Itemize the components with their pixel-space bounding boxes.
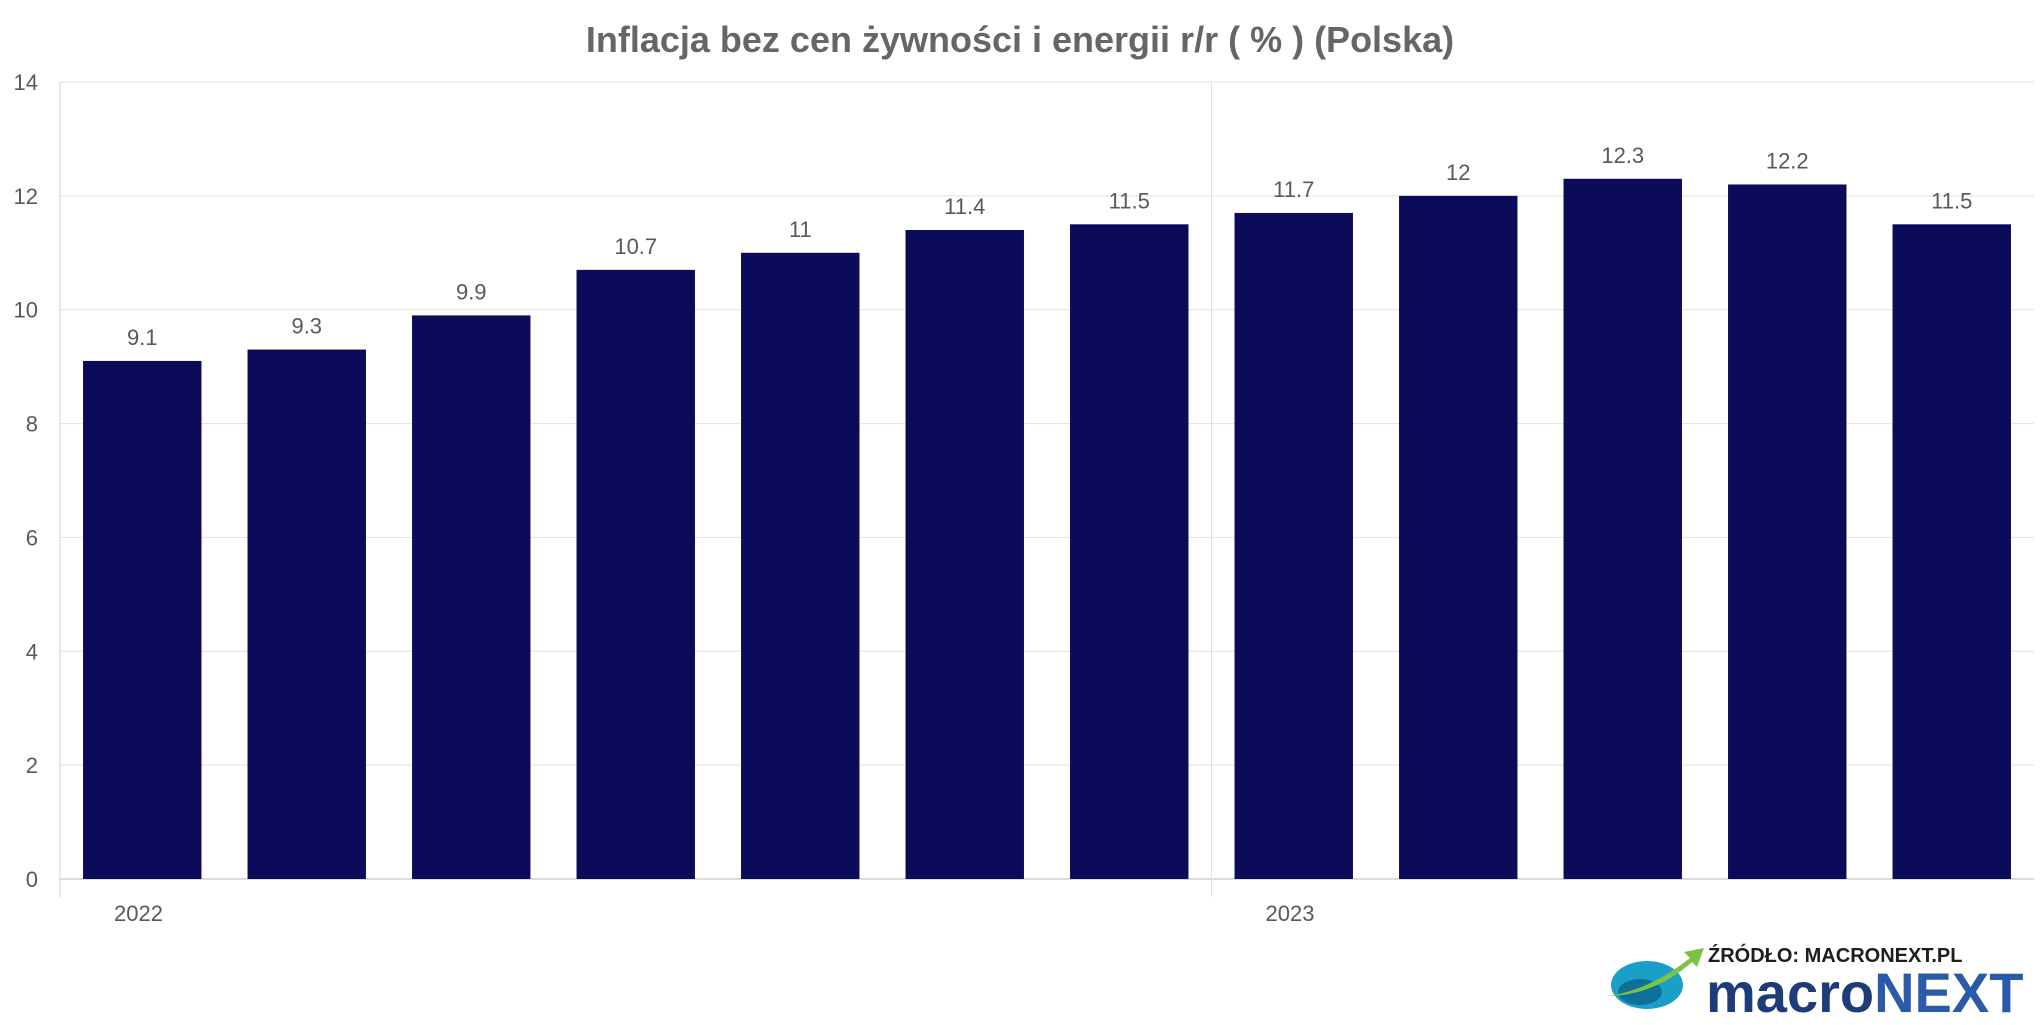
bar: [1728, 184, 1847, 879]
data-label: 12.2: [1766, 148, 1809, 173]
y-tick-label: 4: [26, 639, 38, 664]
bar: [1234, 212, 1353, 879]
y-tick-label: 2: [26, 753, 38, 778]
bar: [1070, 224, 1189, 880]
source-text: ŹRÓDŁO: MACRONEXT.PL: [1708, 943, 1962, 967]
source-branding: ŹRÓDŁO: MACRONEXT.PL macroNEXT: [1608, 943, 2023, 1024]
chart-title: Inflacja bez cen żywności i energii r/r …: [586, 19, 1454, 60]
data-label: 12: [1446, 160, 1470, 185]
data-label: 9.1: [127, 325, 158, 350]
grid-layer: [60, 81, 2034, 897]
brand-macro: macro: [1706, 961, 1874, 1020]
bar: [576, 269, 695, 880]
bar: [905, 230, 1024, 879]
y-tick-label: 14: [14, 70, 38, 95]
y-tick-label: 8: [26, 412, 38, 437]
x-year-label: 2022: [114, 901, 163, 926]
data-label: 11.4: [944, 194, 985, 219]
brand-next: NEXT: [1874, 961, 2023, 1020]
data-label: 9.3: [291, 314, 322, 339]
x-year-label: 2023: [1266, 901, 1315, 926]
bars-layer: 9.1 9.3 9.9 10.7 11 11.4 11.5 11.7 12 12.3 12.2 11.…: [83, 143, 2011, 880]
bar: [412, 315, 531, 880]
bar: [741, 252, 860, 880]
bar: [1563, 178, 1682, 879]
bar: [1399, 195, 1518, 879]
brand-logo-text: macroNEXT: [1706, 961, 2023, 1020]
bar: [247, 349, 366, 879]
bar: [1892, 224, 2011, 880]
axis-layer: 0 2 4 6 8 10 12 14 2022 2023: [14, 70, 1315, 926]
globe-arrow-icon: [1608, 948, 1704, 1009]
data-label: 12.3: [1601, 143, 1644, 168]
y-tick-label: 12: [14, 184, 38, 209]
bar: [83, 360, 202, 879]
y-tick-label: 6: [26, 525, 38, 550]
data-label: 11: [789, 217, 812, 242]
data-label: 11.7: [1273, 177, 1314, 202]
data-label: 11.5: [1109, 188, 1150, 213]
data-label: 10.7: [614, 234, 657, 259]
y-tick-label: 0: [26, 867, 38, 892]
data-label: 11.5: [1931, 188, 1972, 213]
y-tick-label: 10: [14, 298, 38, 323]
data-label: 9.9: [456, 279, 487, 304]
